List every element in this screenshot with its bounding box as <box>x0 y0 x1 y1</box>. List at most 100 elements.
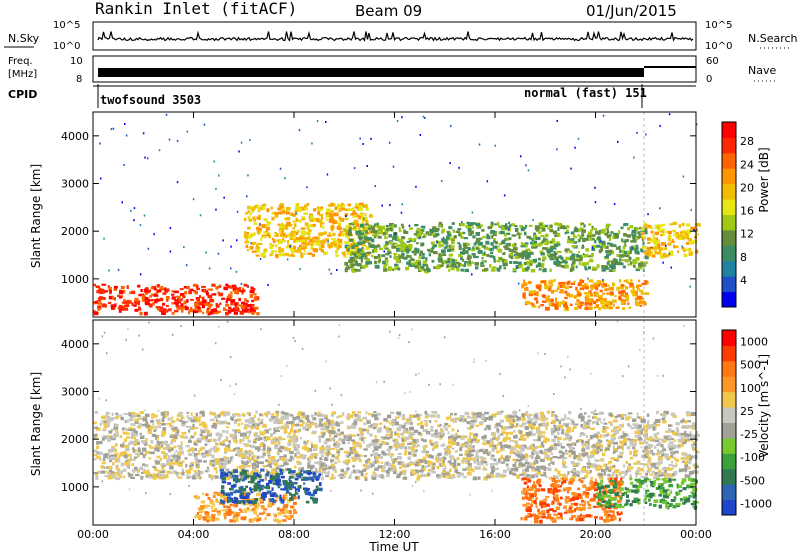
power-cell <box>416 260 420 262</box>
power-cell <box>568 236 570 240</box>
velocity-cell <box>566 417 570 419</box>
power-cell <box>616 306 620 309</box>
power-cell <box>271 250 274 254</box>
power-cell <box>460 223 465 226</box>
power-cell <box>408 244 412 248</box>
power-sparse-cell <box>290 246 292 248</box>
power-sparse-cell <box>130 210 132 212</box>
power-cell <box>221 298 225 300</box>
power-cell <box>252 207 256 209</box>
power-cell <box>545 307 550 311</box>
velocity-cell <box>181 451 184 455</box>
velocity-cell <box>473 445 475 448</box>
velocity-cell <box>579 458 583 461</box>
velocity-cell <box>313 444 318 448</box>
power-cell <box>340 219 343 222</box>
velocity-cell <box>658 470 661 473</box>
power-cell <box>524 232 526 235</box>
velocity-cell <box>362 429 364 432</box>
velocity-cell <box>633 439 638 443</box>
velocity-cell <box>139 423 142 427</box>
velocity-cell <box>600 458 603 461</box>
power-sparse-cell <box>689 286 691 288</box>
velocity-cell <box>437 414 441 418</box>
power-cell <box>652 234 654 238</box>
velocity-cell <box>647 414 650 417</box>
velocity-cell <box>494 447 496 449</box>
velocity-cell <box>489 452 491 455</box>
velocity-cell <box>429 420 431 423</box>
power-cell <box>481 229 484 232</box>
power-cell <box>145 297 149 301</box>
velocity-cell <box>520 474 525 476</box>
power-cell <box>682 233 686 235</box>
power-sparse-cell <box>487 180 489 182</box>
noise-tick-bottom-right: 10^0 <box>705 41 732 52</box>
velocity-cell <box>399 424 402 428</box>
velocity-cell <box>115 443 118 446</box>
velocity-cell <box>596 422 598 426</box>
power-sparse-cell <box>424 117 426 119</box>
power-cell <box>348 229 352 233</box>
power-cell <box>464 237 469 239</box>
velocity-cell <box>483 461 488 463</box>
velocity-cell <box>462 468 466 471</box>
power-colorbar-segment <box>722 215 736 231</box>
power-sparse-cell <box>299 268 301 270</box>
freq-label-2: [MHz] <box>8 69 37 80</box>
power-cell <box>264 249 268 252</box>
power-colorbar-tick: 20 <box>740 181 754 194</box>
power-cell <box>307 203 309 206</box>
power-cell <box>297 204 299 207</box>
power-cell <box>554 257 559 260</box>
power-cell <box>349 238 354 242</box>
power-cell <box>677 251 679 253</box>
power-cell <box>150 299 153 301</box>
power-cell <box>564 297 567 299</box>
velocity-cell <box>176 418 179 422</box>
power-sparse-cell <box>126 135 128 137</box>
power-colorbar-segment <box>722 184 736 200</box>
power-cell <box>234 312 238 315</box>
velocity-cell <box>331 474 334 478</box>
velocity-cell <box>611 437 615 440</box>
velocity-cell <box>387 415 391 419</box>
power-cell <box>326 219 328 221</box>
power-cell <box>578 283 582 286</box>
power-cell <box>269 245 273 249</box>
velocity-cell <box>503 470 507 473</box>
power-cell <box>470 231 474 235</box>
velocity-cell <box>287 442 291 446</box>
power-cell <box>157 290 161 293</box>
velocity-cell <box>603 418 605 421</box>
power-cell <box>244 241 249 243</box>
power-cell <box>144 312 148 316</box>
power-sparse-cell <box>247 174 249 176</box>
power-cell <box>197 298 200 301</box>
power-cell <box>352 207 354 211</box>
power-cell <box>409 227 413 230</box>
power-cell <box>528 248 530 251</box>
power-cell <box>464 261 468 263</box>
power-cell <box>426 268 430 270</box>
power-cell <box>515 230 518 232</box>
velocity-cell <box>319 457 322 460</box>
power-colorbar-segment <box>722 199 736 215</box>
velocity-cell <box>648 456 651 458</box>
velocity-cell <box>398 457 402 460</box>
velocity-cell <box>303 426 307 430</box>
velocity-cell <box>496 450 499 453</box>
power-cell <box>244 219 246 221</box>
nave-tick-top: 60 <box>706 56 719 67</box>
velocity-cell <box>393 440 395 442</box>
power-sparse-cell <box>578 138 580 140</box>
power-sparse-cell <box>230 267 232 269</box>
power-cell <box>256 227 260 230</box>
power-sparse-cell <box>236 239 238 241</box>
power-cell <box>571 232 575 235</box>
power-cell <box>351 268 355 272</box>
velocity-cell <box>509 432 513 435</box>
velocity-cell <box>254 415 256 418</box>
power-cell <box>607 261 610 264</box>
velocity-cell <box>143 469 145 471</box>
